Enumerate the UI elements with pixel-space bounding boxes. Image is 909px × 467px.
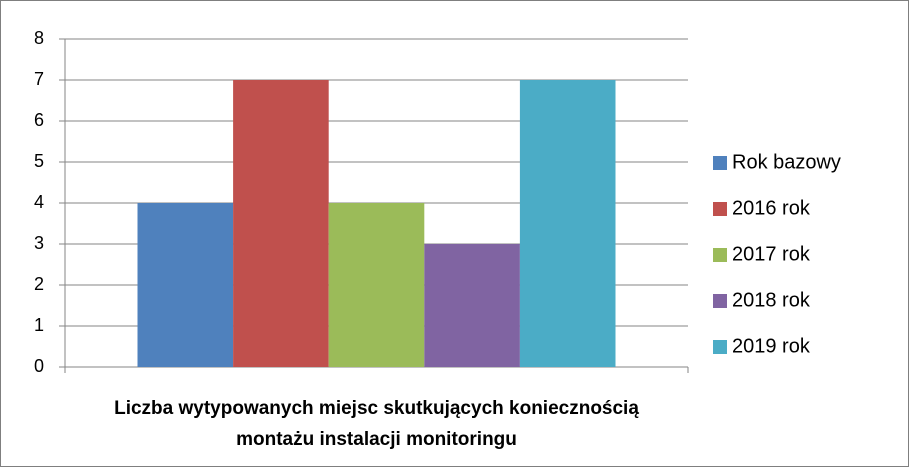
y-tick-label: 8 xyxy=(34,28,44,48)
legend-label: 2019 rok xyxy=(732,335,811,357)
bar xyxy=(424,244,520,367)
y-tick-label: 1 xyxy=(34,315,44,335)
y-tick-label: 3 xyxy=(34,233,44,253)
legend-swatch xyxy=(713,202,727,216)
legend-label: Rok bazowy xyxy=(732,151,841,173)
bar xyxy=(233,80,329,367)
y-tick-label: 2 xyxy=(34,274,44,294)
legend-swatch xyxy=(713,294,727,308)
legend-label: 2017 rok xyxy=(732,243,811,265)
bar xyxy=(328,203,425,367)
y-tick-label: 0 xyxy=(34,356,44,376)
y-tick-label: 7 xyxy=(34,69,44,89)
legend-swatch xyxy=(713,156,727,170)
bar xyxy=(137,203,234,367)
x-tick-label: Liczba wytypowanych miejsc skutkujących … xyxy=(114,398,639,450)
y-tick-label: 6 xyxy=(34,110,44,130)
legend-label: 2016 rok xyxy=(732,197,811,219)
legend-swatch xyxy=(713,340,727,354)
legend-swatch xyxy=(713,248,727,262)
bar xyxy=(519,80,616,367)
y-tick-label: 4 xyxy=(34,192,44,212)
y-tick-label: 5 xyxy=(34,151,44,171)
legend-label: 2018 rok xyxy=(732,289,811,311)
